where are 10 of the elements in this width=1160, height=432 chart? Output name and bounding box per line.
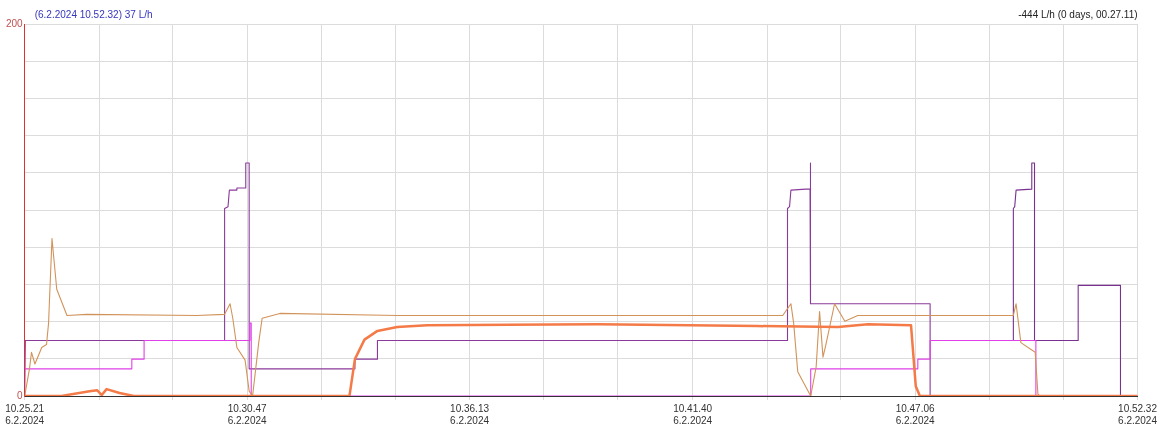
text: (6.2.2024 10.52.32) 37 L/h bbox=[34, 8, 153, 20]
y-tick-label: 200 bbox=[6, 17, 24, 29]
x-tick-label: 10.52.32 6.2.2024 bbox=[1118, 402, 1158, 426]
x-tick-label: 10.41.40 6.2.2024 bbox=[673, 402, 713, 426]
x-tick-label: 10.36.13 6.2.2024 bbox=[450, 402, 490, 426]
x-tick-label: 10.30.47 6.2.2024 bbox=[227, 402, 268, 426]
y-tick-label: 0 bbox=[17, 389, 24, 401]
x-tick-label: 10.47.06 6.2.2024 bbox=[895, 402, 935, 426]
x-tick-label: 10.25.21 6.2.2024 bbox=[5, 402, 45, 426]
text: -444 L/h (0 days, 00.27.11) bbox=[1018, 8, 1138, 20]
